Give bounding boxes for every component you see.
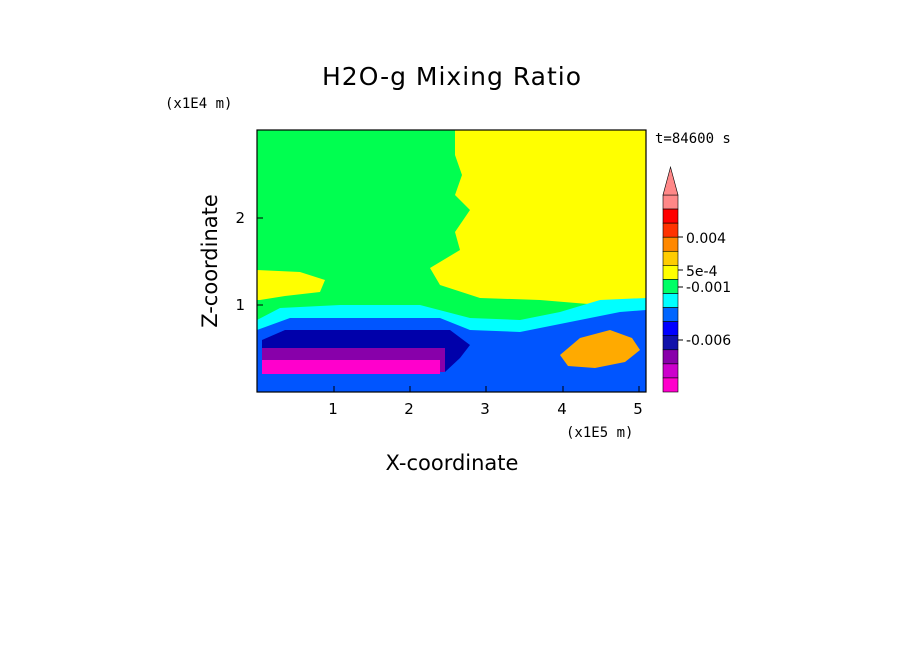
colorbar-swatch bbox=[662, 250, 679, 266]
x-unit-label: (x1E5 m) bbox=[566, 425, 633, 441]
colorbar-swatch bbox=[662, 307, 679, 322]
y-axis-title: Z-coordinate bbox=[198, 194, 222, 328]
region-orange-patch bbox=[560, 330, 640, 368]
contour-field bbox=[257, 130, 646, 392]
region-upper-dry bbox=[257, 270, 325, 300]
colorbar-tick-label: -0.006 bbox=[686, 333, 731, 349]
colorbar-swatch bbox=[662, 222, 679, 238]
y-tick-label: 2 bbox=[235, 209, 245, 227]
x-tick-label: 3 bbox=[480, 400, 490, 418]
colorbar bbox=[662, 165, 683, 393]
colorbar-swatch bbox=[662, 293, 679, 308]
x-tick-label: 4 bbox=[557, 400, 567, 418]
x-axis-title: X-coordinate bbox=[386, 451, 519, 475]
x-tick-label: 2 bbox=[404, 400, 414, 418]
colorbar-swatch bbox=[662, 321, 679, 337]
colorbar-swatch bbox=[662, 265, 679, 280]
x-ticks: 1 2 3 4 5 bbox=[328, 386, 643, 418]
colorbar-swatch bbox=[662, 279, 679, 294]
y-ticks: 1 2 bbox=[235, 209, 263, 314]
region-upper-dry bbox=[430, 130, 646, 305]
plot-frame bbox=[256, 129, 647, 393]
x-tick-label: 1 bbox=[328, 400, 338, 418]
y-unit-label: (x1E4 m) bbox=[165, 96, 232, 112]
colorbar-extend-arrow bbox=[662, 165, 679, 196]
colorbar-swatch bbox=[662, 335, 679, 351]
colorbar-tick-label: 5e-4 bbox=[686, 264, 718, 280]
time-label: t=84600 s bbox=[655, 131, 731, 147]
x-tick-label: 5 bbox=[633, 400, 643, 418]
colorbar-swatch bbox=[662, 349, 679, 365]
region-magenta-layer bbox=[262, 360, 440, 374]
colorbar-tick-label: -0.001 bbox=[686, 280, 731, 296]
colorbar-swatch bbox=[662, 363, 679, 379]
colorbar-swatch bbox=[662, 208, 679, 224]
colorbar-swatch bbox=[662, 194, 679, 210]
colorbar-tick-label: 0.004 bbox=[686, 231, 726, 247]
colorbar-swatch bbox=[662, 236, 679, 252]
chart-title: H2O-g Mixing Ratio bbox=[322, 62, 582, 91]
colorbar-swatch bbox=[662, 377, 679, 393]
y-tick-label: 1 bbox=[235, 296, 245, 314]
